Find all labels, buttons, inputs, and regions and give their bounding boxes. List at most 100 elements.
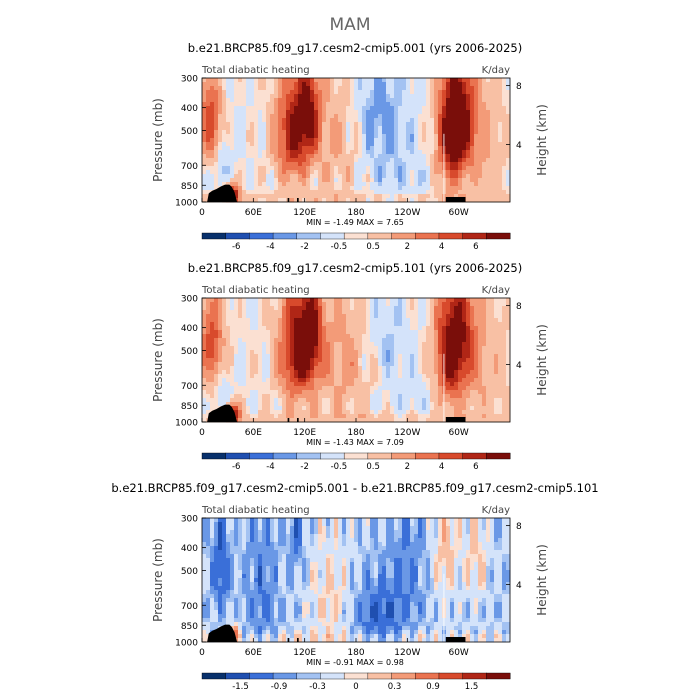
heatmap-cell [486, 106, 491, 111]
heatmap-cell [462, 374, 467, 379]
heatmap-cell [354, 398, 359, 403]
heatmap-cell [490, 126, 495, 131]
colorbar-label: 0.5 [366, 462, 380, 472]
heatmap-cell [422, 382, 427, 387]
heatmap-cell [278, 146, 283, 151]
heatmap-cell [318, 354, 323, 359]
heatmap-cell [354, 318, 359, 323]
heatmap-cell [394, 302, 399, 307]
heatmap-cell [454, 78, 459, 83]
heatmap-cell [302, 194, 307, 199]
heatmap-cell [402, 314, 407, 319]
y-right-tick-label: 4 [516, 141, 522, 151]
heatmap-cell [494, 350, 499, 355]
heatmap-cell [330, 86, 335, 91]
heatmap-cell [322, 366, 327, 371]
heatmap-cell [246, 374, 251, 379]
heatmap-cell [430, 122, 435, 127]
heatmap-cell [394, 390, 399, 395]
heatmap-cell [474, 146, 479, 151]
heatmap-cell [426, 94, 431, 99]
heatmap-cell [294, 306, 299, 311]
heatmap-cell [438, 134, 443, 139]
heatmap-cell [338, 86, 343, 91]
y-tick-label: 400 [181, 324, 198, 334]
heatmap-cell [406, 374, 411, 379]
heatmap-cell [450, 174, 455, 179]
heatmap-cell [210, 298, 215, 303]
heatmap-cell [430, 362, 435, 367]
heatmap-cell [258, 390, 263, 395]
heatmap-cell [374, 370, 379, 375]
heatmap-cell [206, 402, 211, 407]
heatmap-cell [358, 102, 363, 107]
heatmap-cell [230, 86, 235, 91]
heatmap-cell [338, 98, 343, 103]
heatmap-cell [342, 178, 347, 183]
heatmap-cell [406, 186, 411, 191]
heatmap-cell [402, 398, 407, 403]
heatmap-cell [394, 150, 399, 155]
heatmap-cell [290, 154, 295, 159]
heatmap-cell [410, 338, 415, 343]
heatmap-cell [326, 150, 331, 155]
heatmap-cell [338, 318, 343, 323]
heatmap-cell [482, 158, 487, 163]
heatmap-cell [366, 310, 371, 315]
heatmap-cell [342, 330, 347, 335]
heatmap-cell [446, 110, 451, 115]
heatmap-cell [246, 394, 251, 399]
heatmap-cell [294, 378, 299, 383]
heatmap-cell [318, 186, 323, 191]
heatmap-cell [274, 146, 279, 151]
heatmap-cell [230, 518, 235, 523]
heatmap-cell [226, 162, 231, 167]
heatmap-cell [262, 390, 267, 395]
heatmap-cell [506, 170, 511, 175]
heatmap-cell [450, 410, 455, 415]
heatmap-cell [246, 98, 251, 103]
heatmap-cell [498, 122, 503, 127]
heatmap-cell [490, 170, 495, 175]
heatmap-cell [234, 130, 239, 135]
heatmap-cell [354, 390, 359, 395]
heatmap-cell [282, 298, 287, 303]
heatmap-cell [374, 178, 379, 183]
heatmap-cell [390, 182, 395, 187]
heatmap-cell [334, 398, 339, 403]
heatmap-cell [230, 162, 235, 167]
heatmap-cell [314, 402, 319, 407]
heatmap-cell [474, 138, 479, 143]
heatmap-cell [490, 362, 495, 367]
heatmap-cell [506, 394, 511, 399]
heatmap-cell [482, 134, 487, 139]
heatmap-cell [330, 154, 335, 159]
heatmap-cell [238, 78, 243, 83]
heatmap-cell [270, 386, 275, 391]
heatmap-cell [406, 102, 411, 107]
heatmap-cell [434, 390, 439, 395]
heatmap-cell [206, 190, 211, 195]
heatmap-cell [378, 298, 383, 303]
heatmap-cell [362, 378, 367, 383]
heatmap-cell [358, 82, 363, 87]
heatmap-cell [342, 386, 347, 391]
heatmap-cell [462, 326, 467, 331]
heatmap-cell [338, 138, 343, 143]
heatmap-cell [270, 314, 275, 319]
heatmap-cell [214, 302, 219, 307]
heatmap-cell [454, 370, 459, 375]
heatmap-cell [242, 370, 247, 375]
heatmap-cell [210, 350, 215, 355]
heatmap-cell [374, 114, 379, 119]
heatmap-cell [294, 78, 299, 83]
heatmap-cell [278, 382, 283, 387]
heatmap-cell [278, 402, 283, 407]
heatmap-cell [390, 378, 395, 383]
heatmap-cell [414, 326, 419, 331]
heatmap-cell [486, 150, 491, 155]
heatmap-cell [262, 378, 267, 383]
heatmap-cell [414, 322, 419, 327]
heatmap-cell [222, 142, 227, 147]
heatmap-cell [374, 346, 379, 351]
